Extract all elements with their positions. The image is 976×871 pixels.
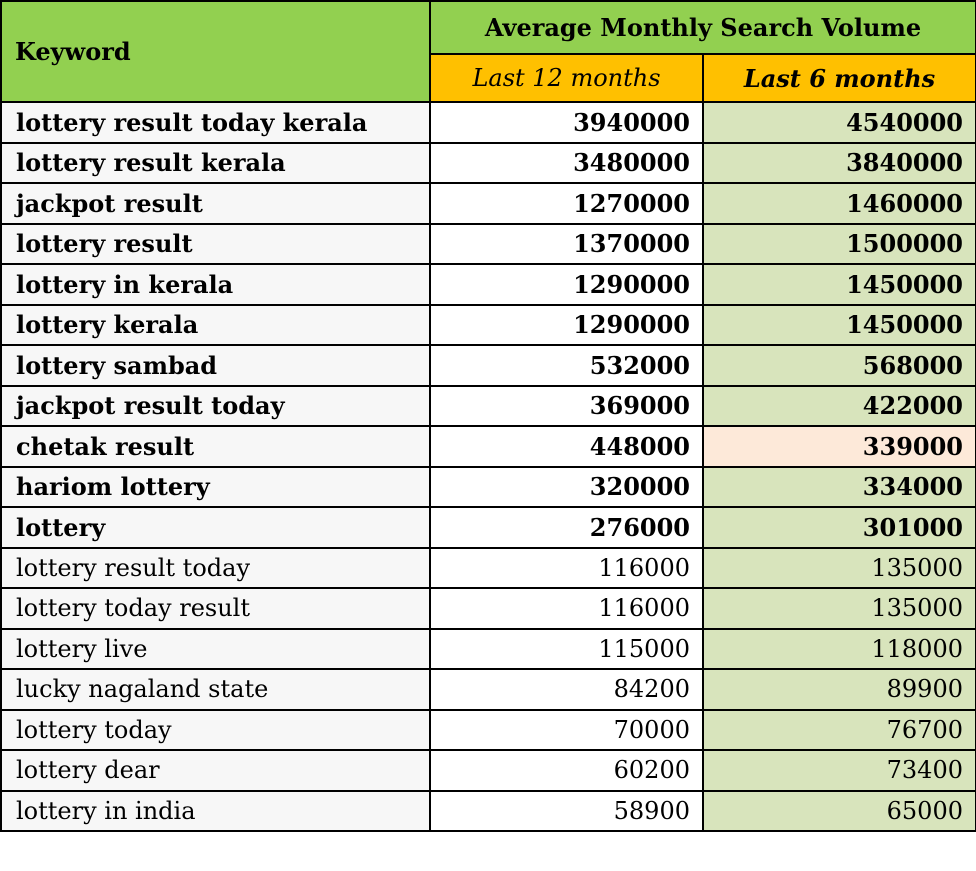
search-volume-group-header: Average Monthly Search Volume	[429, 0, 976, 55]
keyword-cell: lottery sambad	[0, 344, 431, 387]
last-6-months-cell: 3840000	[702, 141, 976, 184]
last-12-months-cell: 3480000	[429, 141, 704, 184]
last-12-months-cell: 58900	[429, 789, 704, 832]
last-12-months-cell: 1290000	[429, 303, 704, 346]
last-12-months-cell: 276000	[429, 506, 704, 549]
last-12-months-cell: 1270000	[429, 182, 704, 225]
last-12-months-cell: 116000	[429, 546, 704, 589]
table-row: lottery in india 58900 65000	[0, 789, 976, 832]
table-row: chetak result 448000 339000	[0, 425, 976, 468]
keyword-cell: lucky nagaland state	[0, 668, 431, 711]
keyword-column-header: Keyword	[0, 0, 431, 103]
last-6-months-cell: 1450000	[702, 263, 976, 306]
last-12-months-cell: 448000	[429, 425, 704, 468]
keyword-cell: lottery	[0, 506, 431, 549]
last-6-months-cell: 118000	[702, 627, 976, 670]
last-12-months-cell: 1290000	[429, 263, 704, 306]
last-12-months-header: Last 12 months	[429, 53, 704, 103]
last-6-months-cell: 65000	[702, 789, 976, 832]
table-row: lottery result kerala 3480000 3840000	[0, 141, 976, 184]
table-row: lottery sambad 532000 568000	[0, 344, 976, 387]
last-6-months-cell: 568000	[702, 344, 976, 387]
last-6-months-cell: 339000	[702, 425, 976, 468]
table-row: lottery today 70000 76700	[0, 708, 976, 751]
last-6-months-cell: 4540000	[702, 101, 976, 144]
last-12-months-cell: 115000	[429, 627, 704, 670]
keyword-cell: chetak result	[0, 425, 431, 468]
table-row: lottery result today kerala 3940000 454000…	[0, 101, 976, 144]
table-row: lottery kerala 1290000 1450000	[0, 303, 976, 346]
keyword-cell: jackpot result	[0, 182, 431, 225]
last-6-months-cell: 73400	[702, 749, 976, 792]
table-row: lottery result today 116000 135000	[0, 546, 976, 589]
keyword-cell: lottery today result	[0, 587, 431, 630]
last-6-months-header: Last 6 months	[702, 53, 976, 103]
table-body: lottery result today kerala 3940000 454000…	[0, 101, 976, 832]
keyword-cell: lottery kerala	[0, 303, 431, 346]
keyword-cell: lottery in india	[0, 789, 431, 832]
table-row: lottery 276000 301000	[0, 506, 976, 549]
last-12-months-cell: 320000	[429, 465, 704, 508]
table-header: Keyword Average Monthly Search Volume La…	[0, 0, 976, 103]
keyword-cell: lottery today	[0, 708, 431, 751]
table-row: lottery today result 116000 135000	[0, 587, 976, 630]
last-6-months-cell: 135000	[702, 546, 976, 589]
search-volume-table: Keyword Average Monthly Search Volume La…	[0, 0, 976, 832]
table-row: lottery live 115000 118000	[0, 627, 976, 670]
last-6-months-cell: 76700	[702, 708, 976, 751]
last-12-months-cell: 1370000	[429, 222, 704, 265]
last-12-months-cell: 369000	[429, 384, 704, 427]
last-6-months-cell: 334000	[702, 465, 976, 508]
last-6-months-cell: 135000	[702, 587, 976, 630]
last-6-months-cell: 89900	[702, 668, 976, 711]
keyword-cell: lottery in kerala	[0, 263, 431, 306]
table-row: hariom lottery 320000 334000	[0, 465, 976, 508]
last-6-months-cell: 1450000	[702, 303, 976, 346]
keyword-cell: jackpot result today	[0, 384, 431, 427]
last-12-months-cell: 3940000	[429, 101, 704, 144]
last-6-months-cell: 422000	[702, 384, 976, 427]
table-row: lottery result 1370000 1500000	[0, 222, 976, 265]
table-row: jackpot result today 369000 422000	[0, 384, 976, 427]
last-6-months-cell: 1460000	[702, 182, 976, 225]
last-12-months-cell: 532000	[429, 344, 704, 387]
keyword-cell: lottery result today	[0, 546, 431, 589]
last-12-months-cell: 70000	[429, 708, 704, 751]
keyword-cell: lottery result kerala	[0, 141, 431, 184]
keyword-cell: lottery dear	[0, 749, 431, 792]
last-12-months-cell: 60200	[429, 749, 704, 792]
last-12-months-cell: 84200	[429, 668, 704, 711]
last-6-months-cell: 301000	[702, 506, 976, 549]
table-row: lucky nagaland state 84200 89900	[0, 668, 976, 711]
keyword-cell: lottery result today kerala	[0, 101, 431, 144]
last-6-months-cell: 1500000	[702, 222, 976, 265]
table-row: jackpot result 1270000 1460000	[0, 182, 976, 225]
keyword-cell: lottery result	[0, 222, 431, 265]
table-row: lottery in kerala 1290000 1450000	[0, 263, 976, 306]
last-12-months-cell: 116000	[429, 587, 704, 630]
keyword-cell: hariom lottery	[0, 465, 431, 508]
keyword-cell: lottery live	[0, 627, 431, 670]
table-row: lottery dear 60200 73400	[0, 749, 976, 792]
